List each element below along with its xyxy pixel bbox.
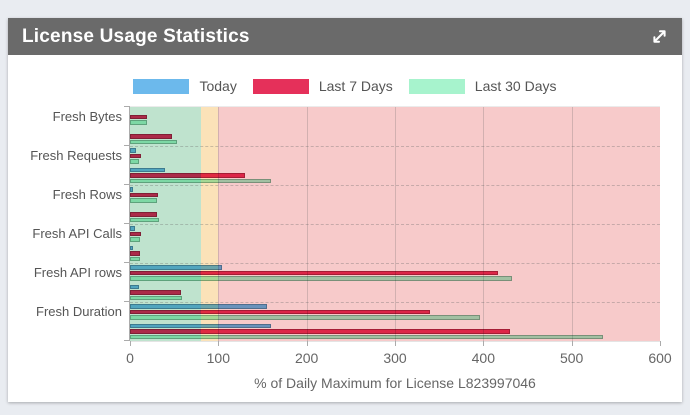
y-axis-tick: [124, 106, 129, 107]
threshold-zone-safe: [130, 107, 201, 341]
bar-last-30-days[interactable]: [130, 159, 139, 164]
y-axis-label: Fresh Bytes: [52, 108, 122, 124]
x-axis-tick: [660, 341, 661, 346]
chart-legend: Today Last 7 Days Last 30 Days: [8, 78, 682, 94]
x-axis-tick-label: 500: [559, 350, 584, 366]
x-axis-tick: [571, 341, 573, 346]
legend-swatch-last-7-days: [252, 78, 309, 94]
gridline-x-300: [395, 107, 396, 341]
bar-last-7-days[interactable]: [130, 153, 141, 159]
gridline-x-100: [218, 107, 220, 341]
x-axis-tick: [306, 341, 308, 346]
threshold-zone-critical: [218, 107, 660, 341]
x-axis-tick-label: 300: [383, 350, 407, 366]
category-separator: [130, 224, 660, 225]
plot-area: [130, 106, 660, 342]
bar-last-7-days[interactable]: [130, 329, 510, 334]
legend-label-last-30-days: Last 30 Days: [474, 78, 557, 94]
x-axis-title: % of Daily Maximum for License L82399704…: [254, 375, 536, 391]
y-axis-tick: [124, 340, 129, 341]
bar-today[interactable]: [130, 265, 222, 270]
x-axis-tick: [483, 341, 485, 346]
gridline-x-200: [306, 107, 308, 341]
category-separator: [130, 146, 660, 147]
widget-header: License Usage Statistics: [8, 18, 682, 55]
y-axis-label: Fresh API Calls: [32, 225, 122, 241]
bar-today[interactable]: [130, 148, 137, 153]
bar-today[interactable]: [130, 245, 133, 251]
expand-button[interactable]: [648, 26, 670, 48]
category-separator: [130, 185, 660, 186]
y-axis-tick: [124, 184, 129, 185]
bar-last-30-days[interactable]: [130, 217, 160, 223]
x-axis-tick-label: 200: [294, 350, 319, 366]
y-axis-label: Fresh Requests: [30, 147, 122, 163]
bar-last-7-days[interactable]: [130, 270, 499, 276]
bar-last-7-days[interactable]: [130, 134, 173, 139]
x-axis-tick: [395, 341, 396, 346]
bar-last-30-days[interactable]: [130, 295, 183, 301]
legend-item-last-30-days[interactable]: Last 30 Days: [408, 78, 557, 94]
bar-last-30-days[interactable]: [130, 276, 513, 281]
legend-swatch-today: [133, 78, 190, 94]
bar-today[interactable]: [130, 226, 136, 231]
y-axis-line: [129, 106, 130, 341]
bar-today[interactable]: [130, 167, 166, 173]
bar-last-30-days[interactable]: [130, 178, 272, 184]
y-axis-tick: [124, 301, 129, 302]
bar-last-30-days[interactable]: [130, 198, 158, 203]
bar-last-30-days[interactable]: [130, 334, 604, 340]
expand-arrows-icon: [652, 30, 666, 43]
threshold-zone-warning: [200, 107, 219, 341]
y-axis-tick: [124, 223, 129, 224]
widget-title: License Usage Statistics: [22, 25, 250, 47]
legend-label-last-7-days: Last 7 Days: [318, 78, 393, 94]
x-axis-tick: [218, 341, 220, 346]
gridline-x-500: [571, 107, 573, 341]
y-axis-label: Fresh API rows: [33, 264, 122, 280]
bar-today[interactable]: [130, 304, 267, 309]
legend-item-today[interactable]: Today: [133, 78, 237, 94]
bar-last-30-days[interactable]: [130, 237, 140, 242]
bar-today[interactable]: [130, 284, 139, 290]
bar-last-7-days[interactable]: [130, 309, 431, 315]
y-axis-tick: [124, 262, 129, 263]
x-axis-tick-label: 100: [206, 350, 231, 366]
bar-last-30-days[interactable]: [130, 256, 140, 262]
y-axis-label: Fresh Rows: [52, 186, 122, 202]
bar-last-7-days[interactable]: [130, 192, 159, 198]
legend-label-today: Today: [199, 78, 237, 94]
bar-today[interactable]: [130, 323, 272, 329]
x-axis-tick: [130, 341, 131, 346]
bar-last-30-days[interactable]: [130, 120, 147, 125]
bar-last-7-days[interactable]: [130, 290, 182, 295]
y-axis-label: Fresh Duration: [36, 303, 122, 319]
bar-today[interactable]: [130, 187, 133, 192]
bar-last-30-days[interactable]: [130, 139, 177, 145]
category-separator: [130, 263, 660, 264]
legend-swatch-last-30-days: [408, 78, 465, 94]
legend-item-last-7-days[interactable]: Last 7 Days: [252, 78, 393, 94]
bar-last-7-days[interactable]: [130, 114, 147, 120]
y-axis-tick: [124, 145, 129, 146]
gridline-x-400: [483, 107, 485, 341]
bar-last-7-days[interactable]: [130, 173, 245, 178]
x-axis-tick-label: 400: [471, 350, 496, 366]
category-separator: [130, 302, 660, 303]
bar-last-30-days[interactable]: [130, 315, 480, 320]
x-axis-tick-label: 600: [648, 350, 672, 366]
bar-last-7-days[interactable]: [130, 212, 158, 217]
bar-last-7-days[interactable]: [130, 251, 140, 256]
license-usage-widget: License Usage Statistics Today Last 7 Da…: [8, 18, 682, 402]
bar-last-7-days[interactable]: [130, 231, 141, 237]
x-axis-tick-label: 0: [126, 350, 134, 366]
